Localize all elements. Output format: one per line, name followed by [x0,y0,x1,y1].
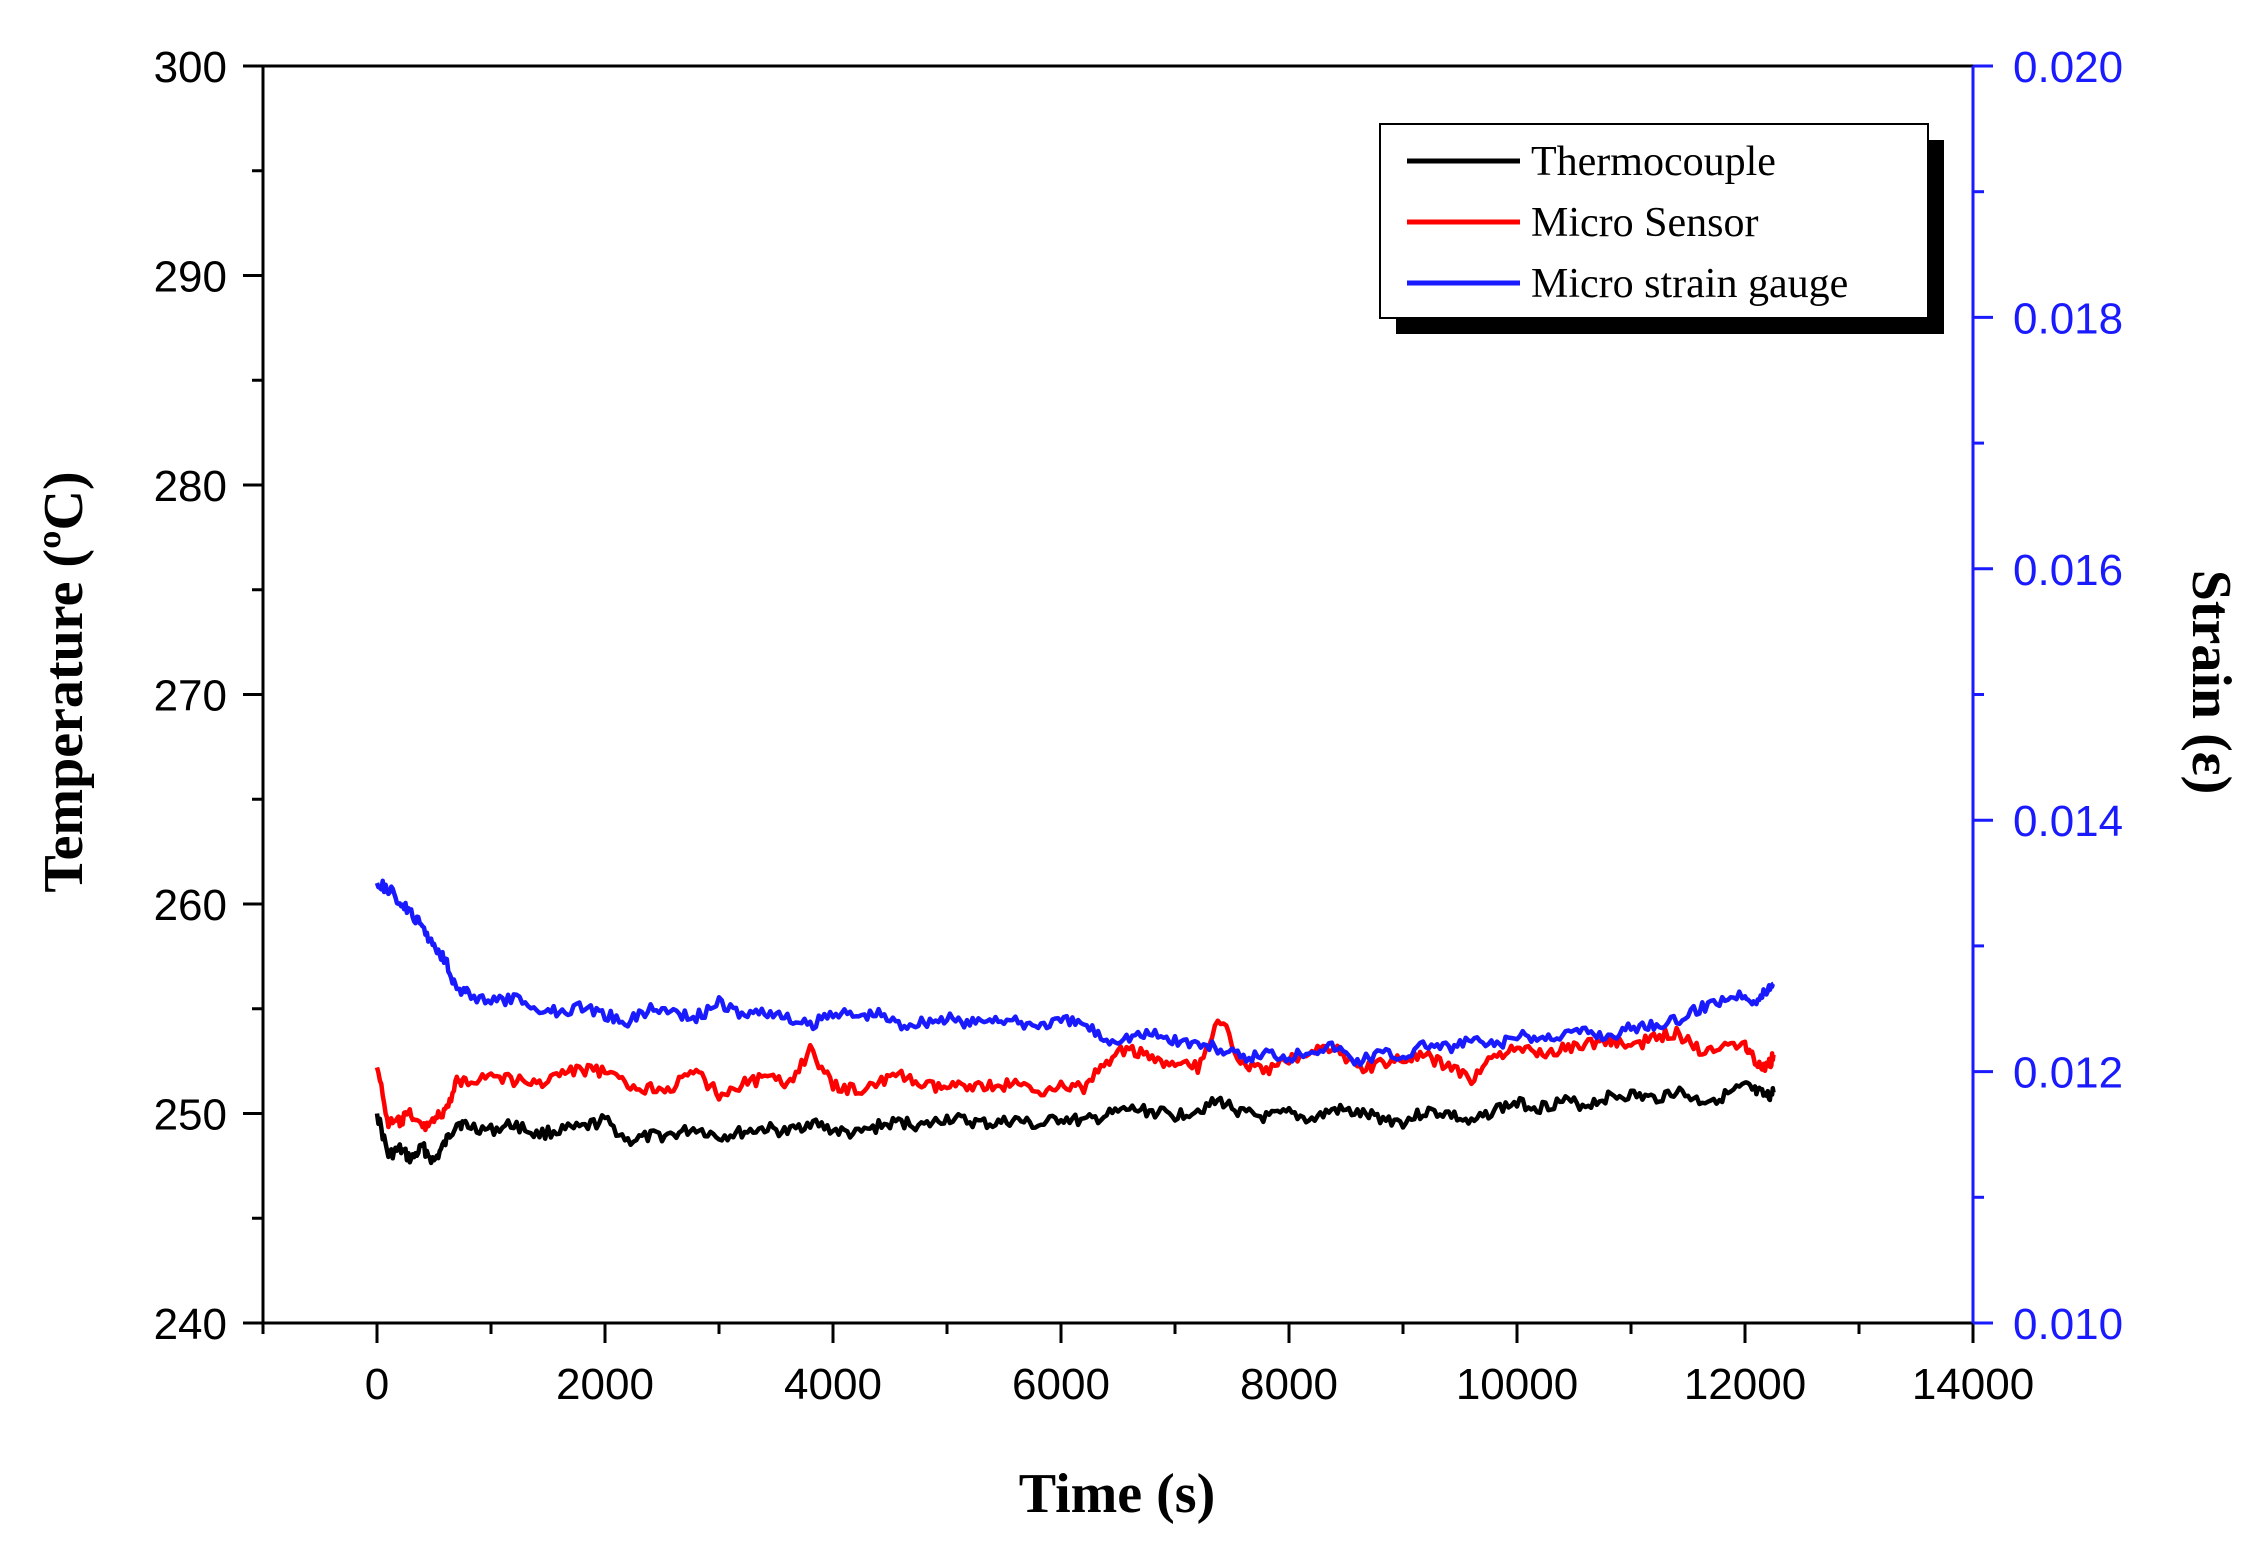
x-tick-label: 0 [365,1360,389,1409]
series-line-micro-strain-gauge [374,878,1776,1068]
y-right-tick-label: 0.018 [2013,294,2123,343]
y-left-tick-label: 240 [154,1300,227,1349]
y-right-tick-label: 0.010 [2013,1300,2123,1349]
y-left-tick-label: 300 [154,43,227,92]
legend: Thermocouple Micro Sensor Micro strain gau… [1379,123,1944,334]
y-right-axis-title: Strain (ε) [2180,570,2242,795]
x-tick-label: 8000 [1240,1360,1338,1409]
y-left-tick-label: 260 [154,881,227,930]
x-tick-label: 6000 [1012,1360,1110,1409]
x-tick-label: 10000 [1456,1360,1578,1409]
y-left-tick-label: 250 [154,1091,227,1140]
series-layer [374,878,1776,1166]
y-right-tick-label: 0.014 [2013,797,2123,846]
y-right-tick-label: 0.016 [2013,546,2123,595]
ticks-layer: 0 2000 4000 6000 8000 10000 12000 14000 240 250 26… [154,43,2124,1409]
x-tick-label: 4000 [784,1360,882,1409]
x-tick-label: 12000 [1684,1360,1806,1409]
y-left-tick-label: 270 [154,672,227,721]
x-tick-label: 2000 [556,1360,654,1409]
series-line-micro-sensor [374,1018,1776,1133]
y-left-tick-label: 290 [154,253,227,302]
y-left-tick-label: 280 [154,462,227,511]
x-tick-label: 14000 [1912,1360,2034,1409]
y-right-tick-label: 0.012 [2013,1049,2123,1098]
legend-label: Micro strain gauge [1531,261,1848,307]
legend-label: Thermocouple [1531,139,1776,185]
y-right-tick-label: 0.020 [2013,43,2123,92]
y-left-axis-title: Temperature (ºC) [33,471,95,892]
series-line-thermocouple [374,1080,1776,1166]
x-axis-title: Time (s) [1019,1463,1216,1525]
legend-label: Micro Sensor [1531,200,1758,246]
